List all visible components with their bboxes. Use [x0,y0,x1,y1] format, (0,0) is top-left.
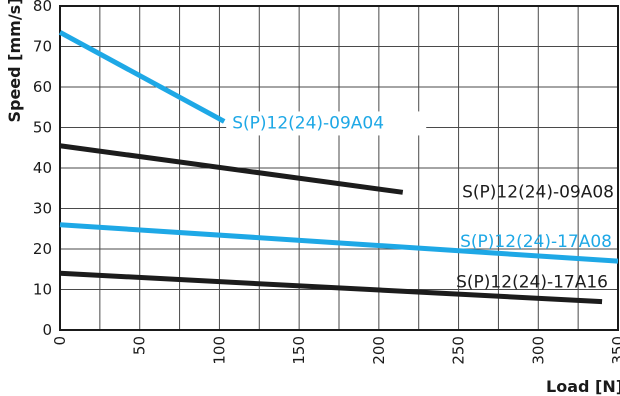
x-tick-label: 50 [131,336,149,355]
x-tick-label: 350 [609,336,620,365]
y-tick-label: 30 [33,200,52,218]
series-line-1 [58,30,226,124]
series-label-background [226,111,427,136]
series-line-4 [59,270,603,305]
y-tick-label: 50 [33,119,52,137]
x-tick-label: 150 [290,336,308,365]
y-axis-ticks: 0 10 20 30 40 50 60 70 80 [33,0,52,339]
x-axis-ticks: 0 50 100 150 200 250 300 350 [51,336,620,365]
y-tick-label: 10 [33,281,52,299]
series-labels: S(P)12(24)-09A04 S(P)12(24)-09A08 S(P)12(2… [226,111,614,293]
x-tick-label: 100 [210,336,228,365]
y-tick-label: 20 [33,240,52,258]
series-label-1: S(P)12(24)-09A04 [232,113,384,133]
y-tick-label: 60 [33,78,52,96]
x-tick-label: 0 [51,336,69,346]
plot-frame [59,5,619,331]
y-axis-title: Speed [mm/s] [5,0,24,123]
x-tick-label: 300 [529,336,547,365]
y-tick-label: 70 [33,38,52,56]
x-tick-label: 200 [370,336,388,365]
grid-lines [60,6,618,330]
y-tick-label: 40 [33,159,52,177]
y-tick-label: 0 [42,321,52,339]
x-axis-title: Load [N] [546,377,620,396]
y-tick-label: 80 [33,0,52,15]
plot-border [59,5,619,331]
series-label-3: S(P)12(24)-17A08 [460,232,612,252]
series-label-2: S(P)12(24)-09A08 [462,182,614,202]
series-line-2 [59,143,404,195]
series-lines [58,30,619,305]
series-label-4: S(P)12(24)-17A16 [456,273,608,293]
series-line-3 [59,222,619,264]
x-tick-label: 250 [450,336,468,365]
